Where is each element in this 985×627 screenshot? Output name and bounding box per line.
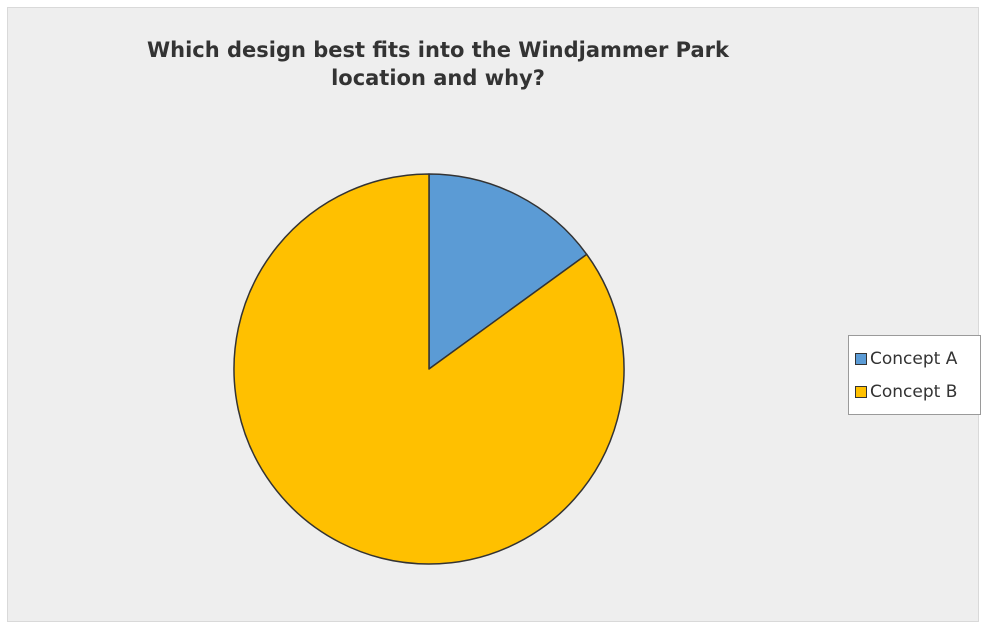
legend-label-concept-b: Concept B [870, 381, 958, 402]
legend-item-concept-a: Concept A [855, 342, 980, 375]
pie-slice-concept-a [428, 173, 588, 370]
legend-item-concept-b: Concept B [855, 375, 980, 408]
legend: Concept A Concept B [848, 335, 981, 415]
chart-area: Which design best fits into the Windjamm… [7, 7, 981, 622]
pie-chart [233, 173, 625, 565]
chart-title: Which design best fits into the Windjamm… [146, 38, 729, 90]
legend-label-concept-a: Concept A [870, 348, 958, 369]
pie-slice-concept-b [233, 173, 625, 565]
legend-swatch-concept-b [855, 385, 867, 398]
legend-swatch-concept-a [855, 352, 867, 365]
